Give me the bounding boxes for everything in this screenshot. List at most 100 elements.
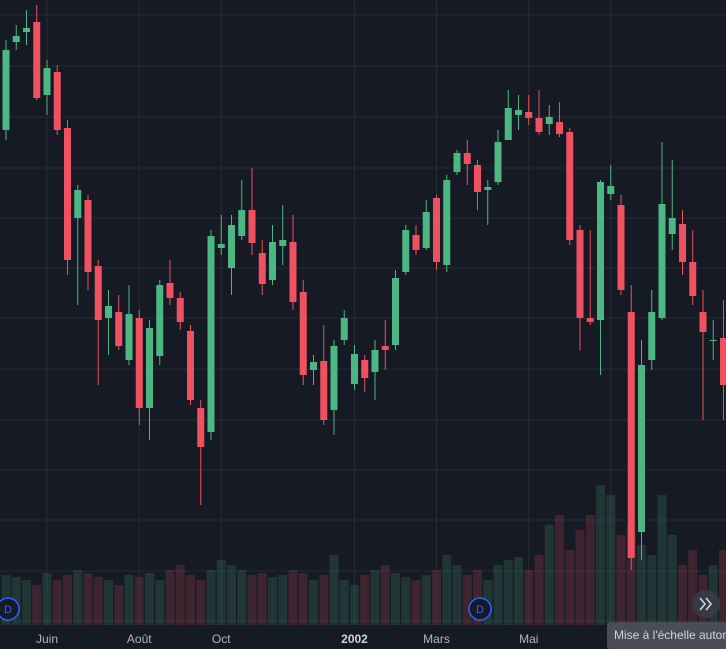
candle-body xyxy=(146,328,153,408)
volume-bar xyxy=(196,580,206,625)
volume-bar xyxy=(565,550,575,625)
volume-bar xyxy=(462,575,472,625)
candle-body xyxy=(269,242,276,280)
volume-bar xyxy=(411,580,421,625)
volume-bar xyxy=(63,575,72,625)
volume-bar xyxy=(288,570,298,625)
volume-bar xyxy=(298,573,308,625)
candle-body xyxy=(2,50,10,130)
candle-body xyxy=(166,283,174,298)
volume-bar xyxy=(237,570,247,625)
volume-bar xyxy=(73,570,83,625)
candle-body xyxy=(279,240,287,246)
candle-body xyxy=(402,230,410,272)
scroll-icon xyxy=(699,597,713,611)
candle-body xyxy=(53,72,61,130)
volume-bar xyxy=(667,535,677,625)
volume-bar xyxy=(442,555,452,625)
volume-bar xyxy=(432,570,441,625)
candle-body xyxy=(12,36,20,42)
volume-bar xyxy=(42,573,52,625)
volume-bar xyxy=(719,550,726,625)
volume-bar xyxy=(216,560,226,625)
volume-bar xyxy=(206,570,216,625)
volume-bar xyxy=(339,580,349,625)
candle-body xyxy=(238,210,246,236)
candle-body xyxy=(515,110,522,115)
volume-bar xyxy=(104,580,113,625)
volume-bar xyxy=(534,555,544,625)
candle-body xyxy=(228,225,235,268)
candle-body xyxy=(556,122,563,134)
event-icon[interactable] xyxy=(0,597,20,621)
candle-body xyxy=(412,235,420,250)
candle-body xyxy=(156,285,164,356)
volume-bar xyxy=(165,570,175,625)
volume-bar xyxy=(626,525,636,625)
candle-body xyxy=(648,312,656,360)
candle-body xyxy=(658,204,666,318)
volume-bar xyxy=(52,580,62,625)
candle-body xyxy=(443,180,451,265)
volume-bar xyxy=(309,580,318,625)
volume-bar xyxy=(637,545,646,625)
candle-body xyxy=(576,230,584,318)
volume-bar xyxy=(83,573,93,625)
candle-body xyxy=(597,182,604,320)
candle-body xyxy=(381,346,389,350)
candle-body xyxy=(289,242,297,302)
volume-bar xyxy=(585,515,595,625)
volume-bar xyxy=(391,573,400,625)
candle-body xyxy=(453,153,461,172)
candle-body xyxy=(627,312,635,558)
event-icon[interactable] xyxy=(468,597,492,621)
candle-body xyxy=(340,318,348,340)
volume-bar xyxy=(596,485,605,625)
candle-body xyxy=(135,318,143,408)
candle-body xyxy=(607,186,615,194)
volume-bar xyxy=(688,550,698,625)
volume-bar xyxy=(93,577,103,625)
candle-body xyxy=(361,360,369,378)
candle-body xyxy=(474,165,481,192)
candle-body xyxy=(586,318,594,322)
x-tick-label: Juin xyxy=(36,632,58,646)
candle-body xyxy=(709,340,717,341)
volume-bar xyxy=(473,570,482,625)
candle-body xyxy=(125,314,133,360)
candle-body xyxy=(525,112,533,118)
candle-body xyxy=(422,212,430,248)
candle-body xyxy=(320,361,328,420)
volume-bar xyxy=(257,573,267,625)
candle-body xyxy=(187,331,194,400)
volume-bar xyxy=(555,515,564,625)
volume-bar xyxy=(370,570,380,625)
candle-body xyxy=(535,118,543,132)
candle-body xyxy=(371,350,379,372)
volume-bar xyxy=(647,555,657,625)
candle-body xyxy=(351,354,358,384)
candle-body xyxy=(310,362,317,370)
volume-bar xyxy=(421,575,431,625)
tooltip-box xyxy=(607,622,726,649)
candle-body xyxy=(638,365,645,532)
volume-bar xyxy=(678,565,687,625)
candles xyxy=(2,5,726,570)
candle-body xyxy=(504,108,512,140)
x-tick-label: Mars xyxy=(423,632,450,646)
volume-bar xyxy=(503,560,513,625)
volume-bar xyxy=(657,495,667,625)
candle-body xyxy=(668,218,676,234)
candle-body xyxy=(84,200,92,272)
candle-body xyxy=(176,298,184,322)
event-label: D xyxy=(476,604,484,616)
candle-body xyxy=(545,117,553,124)
volume-bar xyxy=(401,577,411,625)
candle-body xyxy=(33,22,41,98)
volume-bar xyxy=(22,580,31,625)
volume-bar xyxy=(247,575,257,625)
candle-body xyxy=(115,312,123,346)
candle-body xyxy=(494,142,502,182)
x-tick-label: Oct xyxy=(212,632,231,646)
